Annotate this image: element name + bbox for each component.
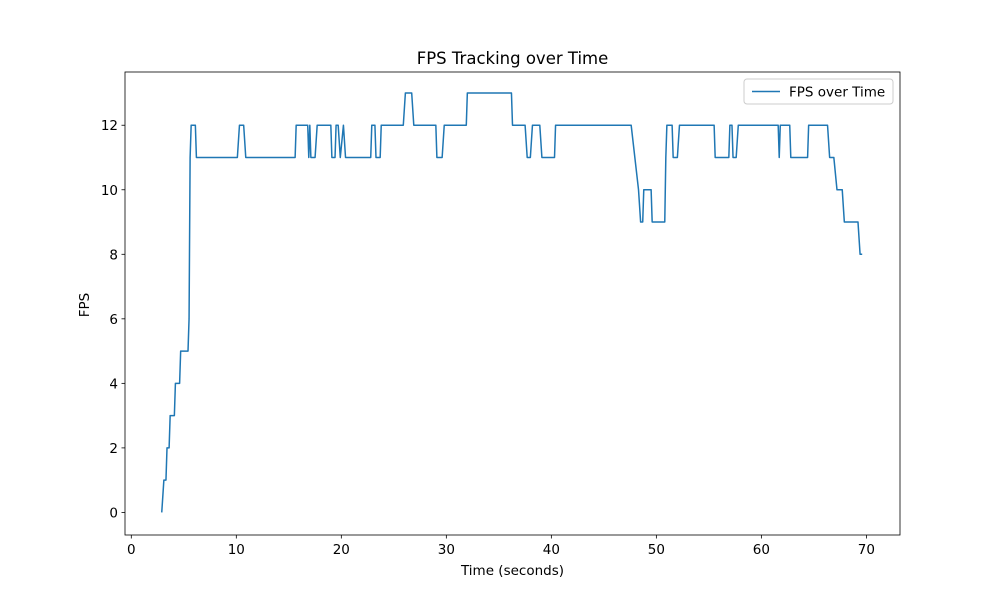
x-tick-label: 20 bbox=[333, 542, 350, 558]
axes-frame bbox=[124, 71, 901, 536]
plot-area: 0 10 20 30 40 50 60 70 0 2 4 6 8 10 12 FPS over Time bbox=[101, 71, 901, 558]
x-tick-label: 0 bbox=[127, 542, 136, 558]
y-tick-label: 6 bbox=[109, 312, 118, 328]
x-tick-label: 30 bbox=[438, 542, 455, 558]
x-tick-label: 50 bbox=[648, 542, 665, 558]
legend-box bbox=[743, 78, 894, 105]
x-tick-label: 70 bbox=[858, 542, 875, 558]
x-tick-label: 60 bbox=[753, 542, 770, 558]
y-axis-label: FPS bbox=[77, 293, 93, 317]
y-tick-label: 10 bbox=[101, 183, 118, 199]
x-axis-label: Time (seconds) bbox=[460, 563, 564, 579]
series-line-0 bbox=[161, 92, 863, 513]
x-tick-label: 40 bbox=[543, 542, 560, 558]
y-tick-label: 12 bbox=[101, 118, 118, 134]
y-tick-label: 0 bbox=[109, 505, 118, 521]
x-tick-label: 10 bbox=[228, 542, 245, 558]
y-tick-label: 2 bbox=[109, 441, 118, 457]
legend-label: FPS over Time bbox=[789, 85, 885, 101]
chart-title: FPS Tracking over Time bbox=[417, 49, 609, 68]
y-tick-label: 8 bbox=[109, 247, 118, 263]
y-tick-label: 4 bbox=[109, 376, 118, 392]
